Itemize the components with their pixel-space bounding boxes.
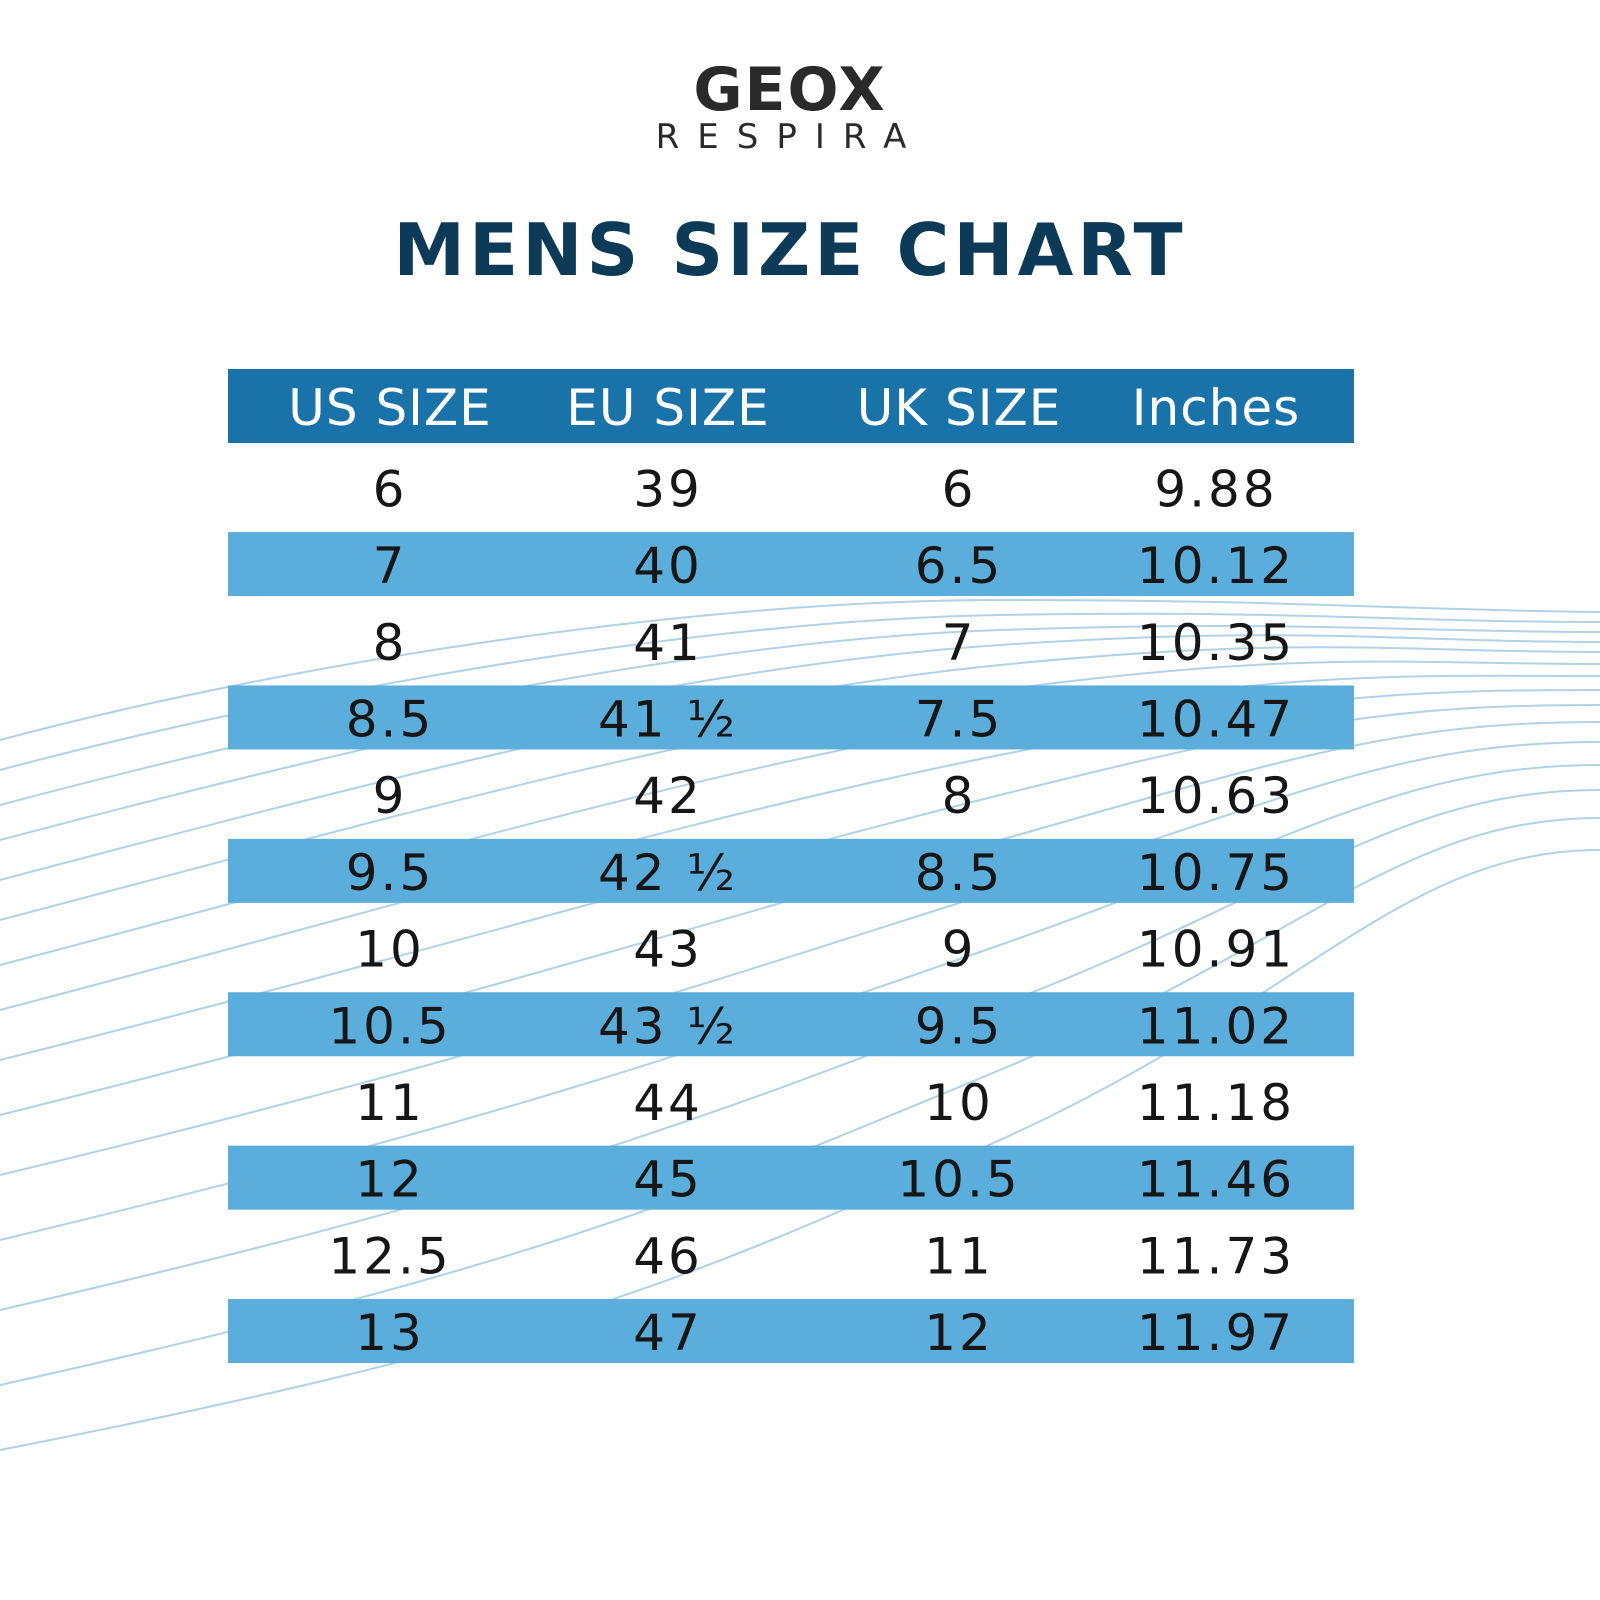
table-cell: 11.97 [1137,1304,1295,1362]
column-header: Inches [1132,379,1300,437]
table-cell: 9.5 [346,844,435,902]
table-cell: 7 [373,537,408,595]
table-cell: 12 [924,1304,994,1362]
table-cell: 11 [924,1227,994,1285]
brand-subtitle: RESPIRA [656,117,925,157]
table-cell: 6 [373,460,408,518]
table-cell: 43 [633,921,703,979]
table-cell: 46 [633,1227,703,1285]
table-cell: 8.5 [346,690,435,748]
table-cell: 7.5 [915,690,1004,748]
table-cell: 10.35 [1137,614,1295,672]
size-table: US SIZE EU SIZE UK SIZE Inches 6 39 6 9.88 7 40 6.… [228,369,1354,1364]
table-cell: 11.46 [1137,1151,1295,1209]
table-cell: 10.75 [1137,844,1295,902]
column-header: EU SIZE [566,379,769,437]
table-cell: 10 [924,1074,994,1132]
table-cell: 43 ½ [598,997,738,1055]
table-cell: 10.12 [1137,537,1295,595]
page-title: MENS SIZE CHART [393,208,1186,292]
table-cell: 39 [633,460,703,518]
table-cell: 8 [942,767,977,825]
table-cell: 42 ½ [598,844,738,902]
column-header: UK SIZE [857,379,1062,437]
row-band [228,838,1354,903]
table-cell: 10.47 [1137,690,1295,748]
table-cell: 45 [633,1151,703,1209]
table-cell: 11 [355,1074,425,1132]
table-cell: 8.5 [915,844,1004,902]
column-header: US SIZE [288,379,492,437]
table-cell: 11.73 [1137,1227,1295,1285]
table-cell: 6 [942,460,977,518]
table-cell: 10.63 [1137,767,1295,825]
row-band [228,992,1354,1057]
table-cell: 8 [373,614,408,672]
table-cell: 10.5 [328,997,451,1055]
row-band [228,685,1354,750]
table-cell: 6.5 [915,537,1004,595]
table-cell: 41 [633,614,703,672]
row-band [228,1145,1354,1210]
table-cell: 9.88 [1154,460,1277,518]
header-band [228,369,1354,443]
table-cell: 10.91 [1137,921,1295,979]
table-cell: 9.5 [915,997,1004,1055]
table-cell: 42 [633,767,703,825]
table-cell: 7 [942,614,977,672]
table-cell: 44 [633,1074,703,1132]
row-band [228,1299,1354,1364]
brand-logo: GEOX [693,55,886,125]
table-cell: 10 [355,921,425,979]
table-cell: 41 ½ [598,690,738,748]
table-cell: 47 [633,1304,703,1362]
table-cell: 13 [355,1304,425,1362]
table-cell: 40 [633,537,703,595]
table-cell: 9 [373,767,408,825]
table-cell: 12 [355,1151,425,1209]
table-cell: 11.18 [1137,1074,1295,1132]
table-cell: 11.02 [1137,997,1295,1055]
row-band [228,532,1354,597]
table-cell: 9 [942,921,977,979]
table-cell: 12.5 [328,1227,451,1285]
table-cell: 10.5 [897,1151,1020,1209]
